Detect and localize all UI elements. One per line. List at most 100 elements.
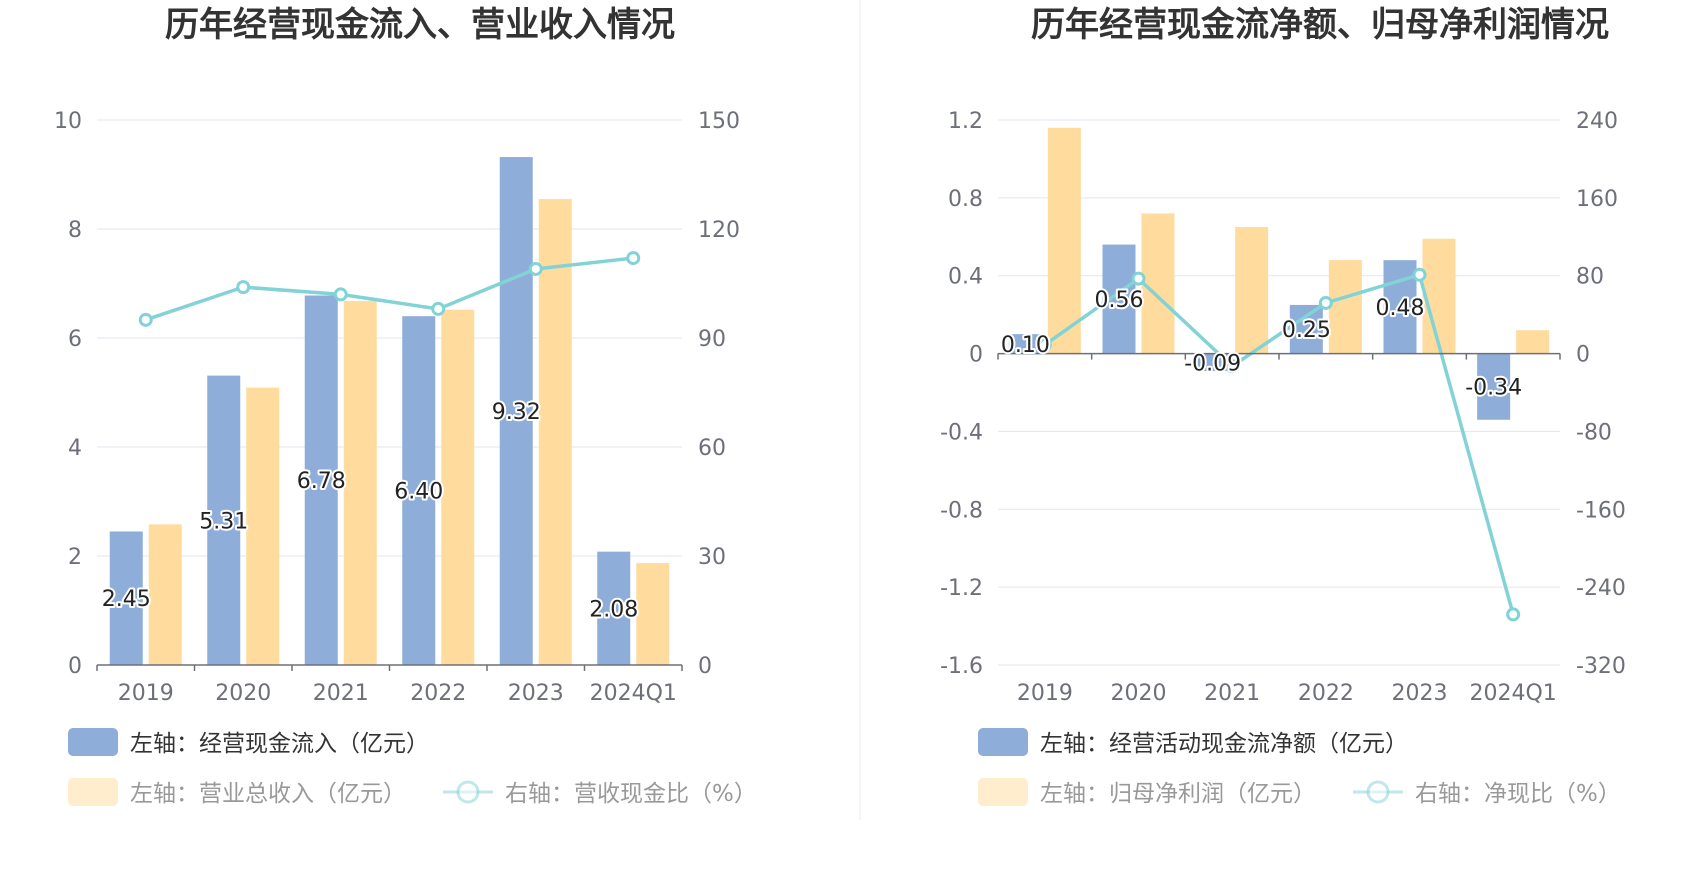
x-tick-label: 2021: [313, 681, 369, 706]
x-tick-label: 2021: [1204, 681, 1260, 706]
y-tick-left: -0.8: [940, 498, 983, 523]
data-labels: 2.45 5.31 6.78 6.40 9.32 2.08: [100, 398, 640, 624]
line-point[interactable]: [1037, 337, 1052, 352]
legend-marker: [456, 780, 480, 804]
legend-swatch: [68, 778, 118, 806]
bar-primary[interactable]: [304, 295, 338, 665]
data-label: 0.25: [1282, 318, 1331, 343]
y-tick-right: 150: [698, 109, 740, 134]
bar-secondary[interactable]: [246, 387, 280, 665]
bar-primary[interactable]: [109, 531, 143, 665]
y-tick-right: 0: [1576, 343, 1590, 368]
bar-primary[interactable]: [402, 316, 436, 665]
bar-secondary[interactable]: [148, 524, 182, 665]
legend-label: 左轴：归母净利润（亿元）: [1040, 781, 1316, 807]
bar-secondary[interactable]: [1516, 330, 1550, 354]
data-label: 2.45: [102, 587, 151, 612]
x-tick-label: 2020: [1111, 681, 1167, 706]
bar-primary[interactable]: [597, 551, 631, 665]
bar-secondary[interactable]: [636, 563, 670, 665]
line-point[interactable]: [1506, 607, 1521, 622]
chart-net-cash-flow-profit: 历年经营现金流净额、归母净利润情况 -1.6 -320-1.2 -240-0.8 -1…: [940, 5, 1626, 807]
data-label: 6.40: [394, 480, 443, 505]
bars: [109, 157, 670, 665]
y-tick-left: 2: [68, 545, 82, 570]
data-label: 0.56: [1095, 288, 1144, 313]
bar-secondary[interactable]: [1328, 260, 1362, 354]
x-tick-label: 2019: [1017, 681, 1073, 706]
legend: 左轴：经营活动现金流净额（亿元） 左轴：归母净利润（亿元） 右轴：净现比（%）: [978, 728, 1621, 807]
line-point[interactable]: [1131, 271, 1146, 286]
legend-label: 右轴：营收现金比（%）: [505, 781, 757, 807]
legend-item-net-cash-ratio[interactable]: 右轴：净现比（%）: [1353, 780, 1621, 807]
line-point[interactable]: [431, 301, 446, 316]
legend-label: 右轴：净现比（%）: [1415, 781, 1621, 807]
bar-secondary[interactable]: [1141, 213, 1175, 354]
line-point[interactable]: [236, 280, 251, 295]
legend-marker: [1366, 780, 1390, 804]
line-point[interactable]: [1412, 267, 1427, 282]
data-label: 9.32: [492, 400, 541, 425]
legend-label: 左轴：营业总收入（亿元）: [130, 781, 406, 807]
bar-secondary[interactable]: [538, 199, 572, 665]
x-tick-label: 2023: [508, 681, 564, 706]
y-tick-left: 1.2: [948, 109, 983, 134]
legend-swatch: [978, 728, 1028, 756]
line-point[interactable]: [626, 251, 641, 266]
legend-label: 左轴：经营现金流入（亿元）: [130, 731, 429, 757]
bar-secondary[interactable]: [1422, 238, 1456, 354]
y-tick-right: 30: [698, 545, 726, 570]
bars: [1008, 127, 1550, 420]
bar-primary[interactable]: [207, 375, 241, 665]
line-point[interactable]: [138, 312, 153, 327]
bar-primary[interactable]: [1477, 353, 1511, 420]
data-label: 2.08: [589, 597, 638, 622]
data-label: 0.48: [1376, 296, 1425, 321]
y-tick-left: 8: [68, 218, 82, 243]
x-tick-label: 2023: [1392, 681, 1448, 706]
ratio-line: [1043, 272, 1515, 615]
data-label: 6.78: [297, 469, 346, 494]
x-tick-label: 2022: [410, 681, 466, 706]
bar-primary[interactable]: [1008, 334, 1042, 354]
y-tick-left: -1.2: [940, 576, 983, 601]
legend-item-net-cash-flow[interactable]: 左轴：经营活动现金流净额（亿元）: [978, 728, 1408, 757]
x-tick-label: 2019: [118, 681, 174, 706]
bar-secondary[interactable]: [343, 300, 377, 665]
bar-secondary[interactable]: [1047, 127, 1081, 354]
y-tick-right: 160: [1576, 187, 1618, 212]
chart-title: 历年经营现金流净额、归母净利润情况: [1031, 5, 1609, 45]
line-point[interactable]: [528, 261, 543, 276]
line-point[interactable]: [1318, 295, 1333, 310]
bar-primary[interactable]: [499, 157, 533, 665]
chart-title: 历年经营现金流入、营业收入情况: [165, 5, 675, 45]
data-label: 5.31: [199, 509, 248, 534]
bar-secondary[interactable]: [1235, 227, 1269, 354]
x-tick-label: 2022: [1298, 681, 1354, 706]
legend-label: 左轴：经营活动现金流净额（亿元）: [1040, 731, 1408, 757]
bar-primary[interactable]: [1289, 304, 1323, 354]
line-point[interactable]: [1225, 359, 1240, 374]
line-point[interactable]: [333, 287, 348, 302]
bar-secondary[interactable]: [441, 309, 475, 665]
ratio-line: [145, 256, 634, 322]
axes: -1.6 -320 -1.2 -240 -0.8 -160 -0.4 -80 0 0 0.4 80 0.…: [940, 109, 1626, 706]
y-tick-right: 0: [698, 654, 712, 679]
y-tick-right: 240: [1576, 109, 1618, 134]
legend-item-net-profit[interactable]: 左轴：归母净利润（亿元）: [978, 778, 1316, 807]
y-tick-right: -320: [1576, 654, 1626, 679]
y-tick-right: -240: [1576, 576, 1626, 601]
data-label: -0.34: [1465, 376, 1522, 401]
axes: 0 0 2 30 4 60 6 90 8 120 10 150 2019 2020 2021 2022 2023…: [54, 109, 740, 706]
legend-item-cash-ratio[interactable]: 右轴：营收现金比（%）: [443, 780, 757, 807]
y-tick-right: 120: [698, 218, 740, 243]
legend-item-cash-inflow[interactable]: 左轴：经营现金流入（亿元）: [68, 728, 429, 757]
legend-swatch: [978, 778, 1028, 806]
data-label: -0.09: [1184, 351, 1241, 376]
legend-item-revenue[interactable]: 左轴：营业总收入（亿元）: [68, 778, 406, 807]
y-tick-left: 0.4: [948, 265, 983, 290]
y-tick-left: 0: [68, 654, 82, 679]
y-tick-left: 0: [969, 343, 983, 368]
legend: 左轴：经营现金流入（亿元） 左轴：营业总收入（亿元） 右轴：营收现金比（%）: [68, 728, 757, 807]
